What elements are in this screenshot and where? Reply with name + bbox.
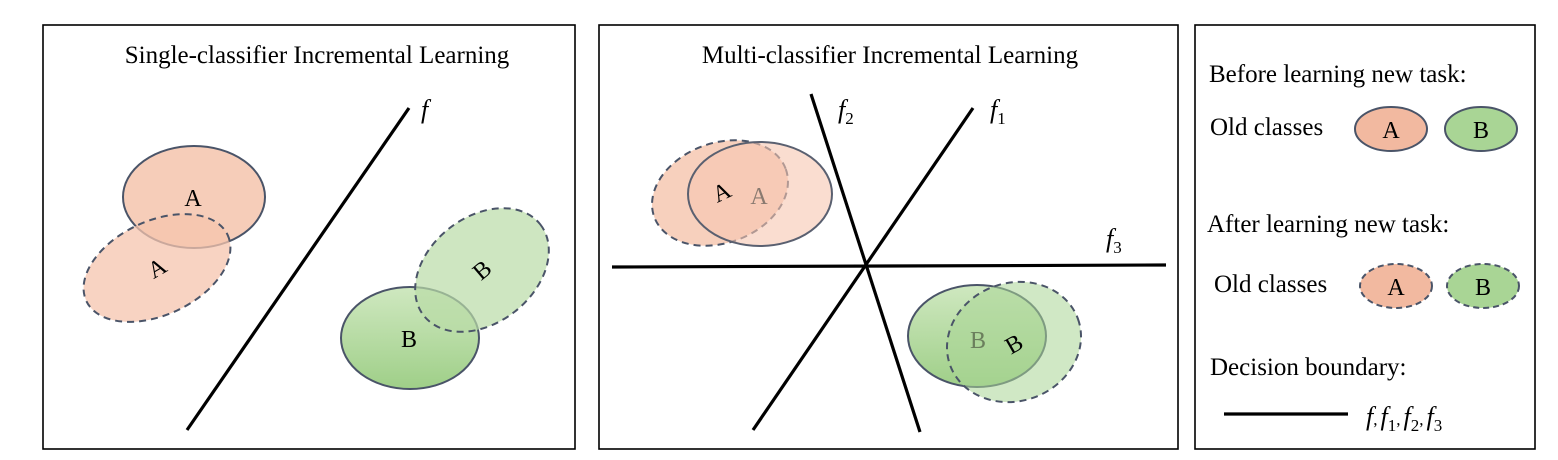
- multi-boundary-f1: [751, 107, 975, 431]
- legend-before-class-b-label: B: [1473, 118, 1489, 144]
- multi-classifier-panel: Multi-classifier Incremental Learning A …: [598, 24, 1179, 450]
- single-shifted-class-b: [414, 207, 550, 333]
- single-old-class-a-label: A: [184, 186, 202, 212]
- multi-boundary-f2-label: f2: [838, 95, 854, 128]
- legend-before-class-a-label: A: [1382, 118, 1400, 144]
- legend-panel: Before learning new task: Old classes A …: [1194, 24, 1536, 450]
- legend-before-heading: Before learning new task:: [1209, 61, 1467, 88]
- legend-after-class-b: [1446, 263, 1520, 309]
- legend-decision-heading: Decision boundary:: [1210, 354, 1406, 381]
- legend-before-class-b: [1444, 106, 1518, 152]
- multi-boundary-f3: [611, 263, 1167, 269]
- legend-after-heading: After learning new task:: [1207, 211, 1449, 238]
- single-boundary-label: f: [421, 95, 432, 124]
- legend-after-class-a: [1359, 263, 1433, 309]
- legend-after-label: Old classes: [1214, 271, 1327, 298]
- multi-shifted-class-b: [945, 280, 1083, 404]
- multi-panel-title: Multi-classifier Incremental Learning: [702, 42, 1079, 69]
- legend-frame: [1194, 24, 1536, 450]
- legend-after-class-b-label: B: [1475, 275, 1491, 301]
- multi-boundary-f3-label: f3: [1106, 224, 1122, 257]
- single-classifier-panel: Single-classifier Incremental Learning A…: [42, 24, 576, 450]
- legend-before-label: Old classes: [1210, 114, 1323, 141]
- single-old-class-b-label: B: [401, 327, 417, 353]
- multi-boundary-f1-label: f1: [990, 95, 1006, 128]
- multi-old-class-a-label: A: [750, 184, 768, 210]
- single-shifted-class-a: [82, 213, 232, 323]
- multi-old-class-a: [687, 141, 833, 247]
- single-panel-title: Single-classifier Incremental Learning: [125, 42, 510, 69]
- legend-before-class-a: [1354, 106, 1428, 152]
- multi-old-class-b-label: B: [970, 328, 986, 354]
- legend-boundary-labels: f, f1, f2, f3: [1366, 402, 1442, 435]
- single-boundary-f: [185, 107, 411, 431]
- multi-boundary-f2: [809, 93, 922, 433]
- legend-after-class-a-label: A: [1387, 275, 1405, 301]
